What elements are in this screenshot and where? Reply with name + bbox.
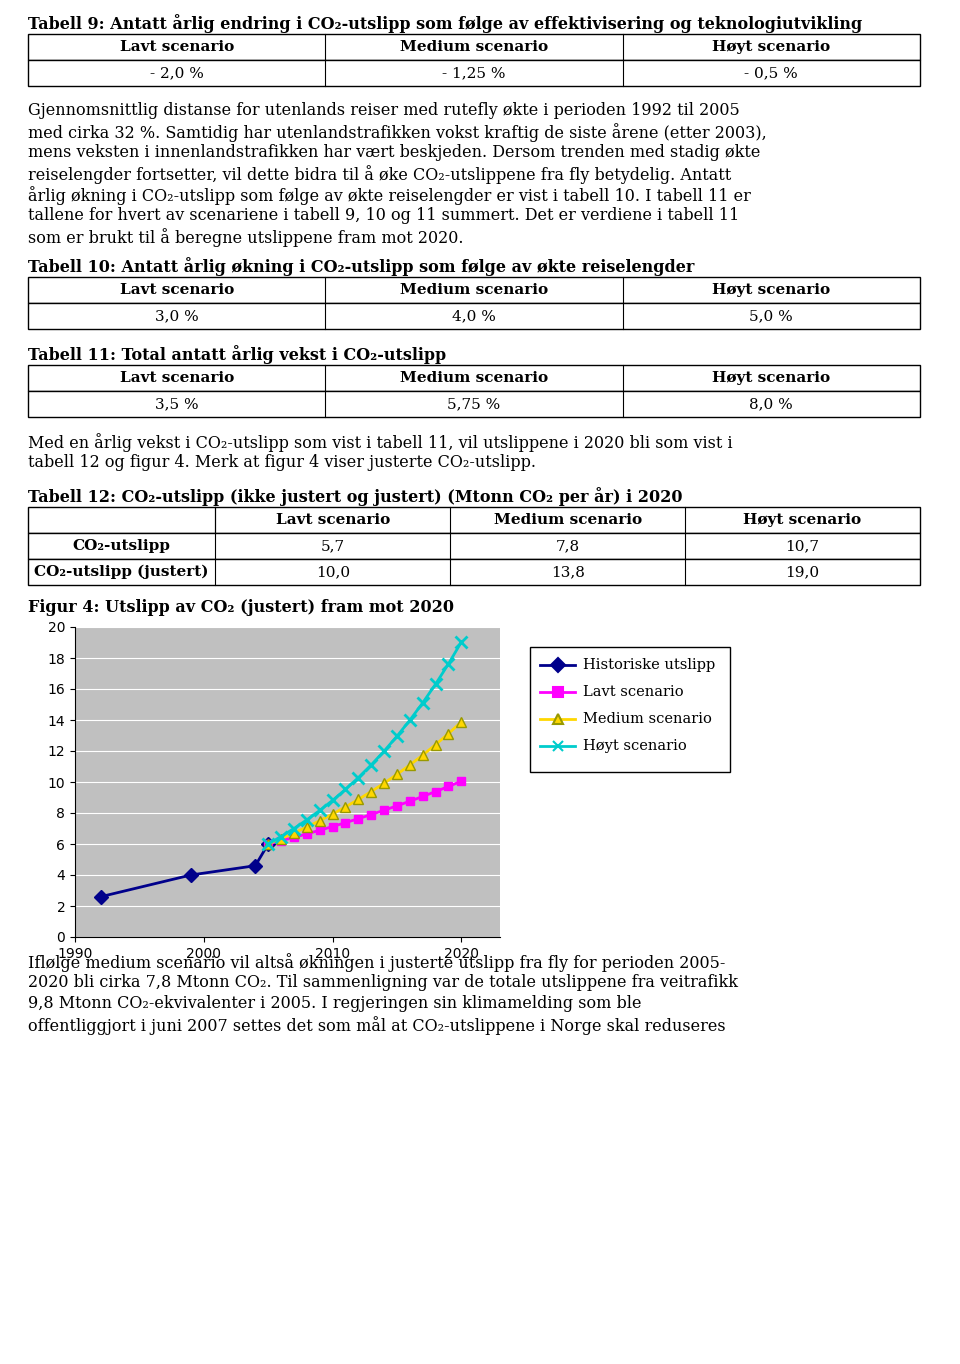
Text: Med en årlig vekst i CO₂-utslipp som vist i tabell 11, vil utslippene i 2020 bli: Med en årlig vekst i CO₂-utslipp som vis… [28,432,732,451]
Text: 5,7: 5,7 [321,539,345,552]
Text: 2020 bli cirka 7,8 Mtonn CO₂. Til sammenligning var de totale utslippene fra vei: 2020 bli cirka 7,8 Mtonn CO₂. Til sammen… [28,974,738,992]
Text: Lavt scenario: Lavt scenario [120,282,234,297]
Bar [28,366,920,391]
Text: reiselengder fortsetter, vil dette bidra til å øke CO₂-utslippene fra fly betyde: reiselengder fortsetter, vil dette bidra… [28,165,732,184]
Text: tallene for hvert av scenariene i tabell 9, 10 og 11 summert. Det er verdiene i : tallene for hvert av scenariene i tabell… [28,207,739,224]
Text: 3,5 %: 3,5 % [155,397,199,411]
Text: Tabell 11: Total antatt årlig vekst i CO₂-utslipp: Tabell 11: Total antatt årlig vekst i CO… [28,345,446,364]
Text: Tabell 12: CO₂-utslipp (ikke justert og justert) (Mtonn CO₂ per år) i 2020: Tabell 12: CO₂-utslipp (ikke justert og … [28,487,683,506]
Text: Medium scenario: Medium scenario [400,371,548,385]
Text: Figur 4: Utslipp av CO₂ (justert) fram mot 2020: Figur 4: Utslipp av CO₂ (justert) fram m… [28,599,454,617]
Text: 13,8: 13,8 [551,565,585,578]
Bar [28,303,920,329]
Bar [28,559,920,585]
Text: 4,0 %: 4,0 % [452,310,496,323]
Text: Tabell 9: Antatt årlig endring i CO₂-utslipp som følge av effektivisering og tek: Tabell 9: Antatt årlig endring i CO₂-uts… [28,14,862,33]
Text: som er brukt til å beregne utslippene fram mot 2020.: som er brukt til å beregne utslippene fr… [28,228,464,247]
Text: offentliggjort i juni 2007 settes det som mål at CO₂-utslippene i Norge skal red: offentliggjort i juni 2007 settes det so… [28,1016,726,1035]
Text: 10,0: 10,0 [316,565,349,578]
Text: Iflølge medium scenario vil altså økningen i justerte utslipp fra fly for period: Iflølge medium scenario vil altså økning… [28,953,726,973]
Text: Lavt scenario: Lavt scenario [120,40,234,55]
Bar [28,391,920,417]
Text: Historiske utslipp: Historiske utslipp [583,657,715,672]
Text: 9,8 Mtonn CO₂-ekvivalenter i 2005. I regjeringen sin klimamelding som ble: 9,8 Mtonn CO₂-ekvivalenter i 2005. I reg… [28,994,641,1012]
Text: Medium scenario: Medium scenario [493,513,641,527]
Text: 19,0: 19,0 [785,565,820,578]
Bar [530,647,730,772]
Text: Høyt scenario: Høyt scenario [743,513,862,527]
Text: Høyt scenario: Høyt scenario [583,739,686,753]
Text: 8,0 %: 8,0 % [750,397,793,411]
Text: Tabell 10: Antatt årlig økning i CO₂-utslipp som følge av økte reiselengder: Tabell 10: Antatt årlig økning i CO₂-uts… [28,256,694,276]
Text: - 0,5 %: - 0,5 % [744,65,798,80]
Text: Lavt scenario: Lavt scenario [276,513,390,527]
Text: 10,7: 10,7 [785,539,820,552]
Text: 5,0 %: 5,0 % [750,310,793,323]
Bar [28,507,920,533]
Text: - 1,25 %: - 1,25 % [443,65,506,80]
Text: 7,8: 7,8 [556,539,580,552]
Text: Høyt scenario: Høyt scenario [712,371,830,385]
Text: 3,0 %: 3,0 % [155,310,199,323]
Text: Lavt scenario: Lavt scenario [120,371,234,385]
Text: Medium scenario: Medium scenario [583,712,712,726]
Bar [28,60,920,86]
Text: Høyt scenario: Høyt scenario [712,282,830,297]
Text: CO₂-utslipp (justert): CO₂-utslipp (justert) [35,565,209,580]
Text: - 2,0 %: - 2,0 % [150,65,204,80]
Text: CO₂-utslipp: CO₂-utslipp [73,539,171,552]
Bar [28,533,920,559]
Text: med cirka 32 %. Samtidig har utenlandstrafikken vokst kraftig de siste årene (et: med cirka 32 %. Samtidig har utenlandstr… [28,123,767,142]
Bar [28,34,920,60]
Bar [28,277,920,303]
Text: 5,75 %: 5,75 % [447,397,500,411]
Text: Gjennomsnittlig distanse for utenlands reiser med rutefly økte i perioden 1992 t: Gjennomsnittlig distanse for utenlands r… [28,102,740,119]
Text: Medium scenario: Medium scenario [400,40,548,55]
Text: tabell 12 og figur 4. Merk at figur 4 viser justerte CO₂-utslipp.: tabell 12 og figur 4. Merk at figur 4 vi… [28,454,536,471]
Text: mens veksten i innenlandstrafikken har vært beskjeden. Dersom trenden med stadig: mens veksten i innenlandstrafikken har v… [28,145,760,161]
Text: årlig økning i CO₂-utslipp som følge av økte reiselengder er vist i tabell 10. I: årlig økning i CO₂-utslipp som følge av … [28,186,751,205]
Text: Høyt scenario: Høyt scenario [712,40,830,55]
Text: Lavt scenario: Lavt scenario [583,685,684,698]
Text: Medium scenario: Medium scenario [400,282,548,297]
